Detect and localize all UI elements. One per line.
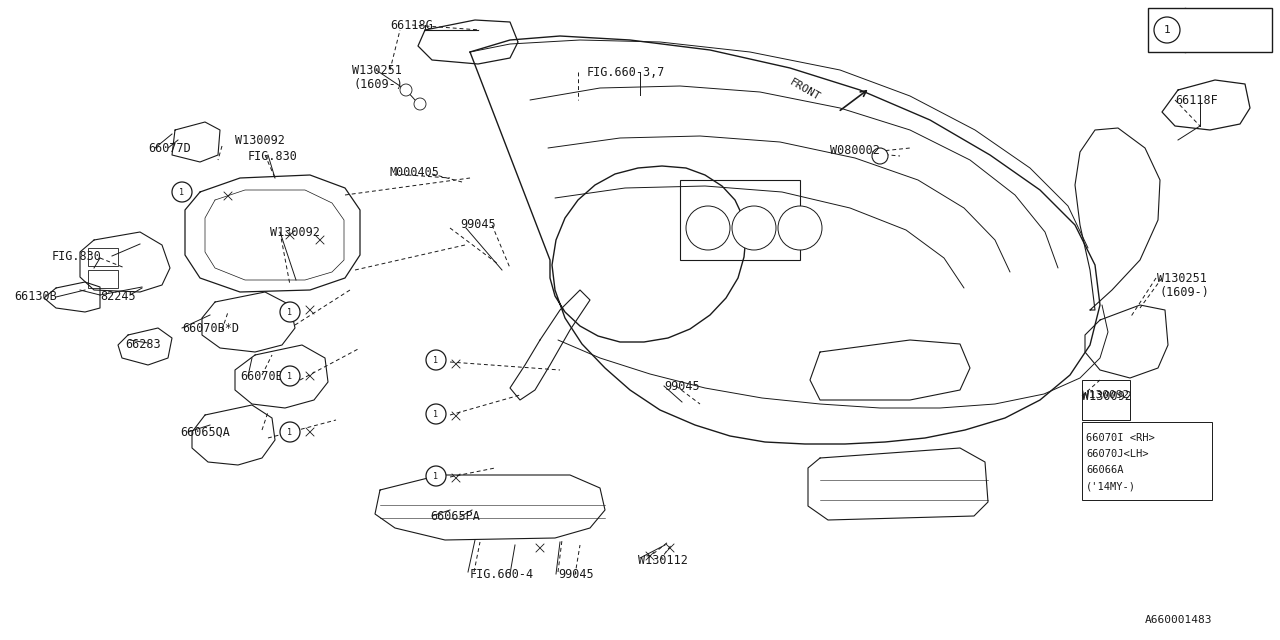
Circle shape	[280, 422, 300, 442]
Text: 66070J<LH>: 66070J<LH>	[1085, 449, 1148, 459]
Text: 1: 1	[434, 355, 439, 365]
Text: 1: 1	[288, 428, 293, 436]
Text: 1: 1	[434, 472, 439, 481]
Text: (1609-): (1609-)	[355, 77, 404, 90]
Circle shape	[872, 148, 888, 164]
Text: FIG.660-4: FIG.660-4	[470, 568, 534, 580]
Circle shape	[426, 404, 445, 424]
Circle shape	[399, 84, 412, 96]
Text: 1: 1	[288, 307, 293, 317]
Circle shape	[413, 98, 426, 110]
Text: FIG.660-3,7: FIG.660-3,7	[588, 65, 666, 79]
Circle shape	[778, 206, 822, 250]
Text: (1609-): (1609-)	[1160, 285, 1210, 298]
Bar	[680, 180, 800, 260]
Text: 1: 1	[179, 188, 184, 196]
Text: ('14MY-): ('14MY-)	[1085, 481, 1137, 491]
Text: 0451S: 0451S	[1210, 24, 1247, 36]
Circle shape	[280, 302, 300, 322]
Text: 1: 1	[288, 371, 293, 381]
Bar	[88, 248, 118, 266]
Text: 66070B*B: 66070B*B	[241, 369, 297, 383]
Text: W130092: W130092	[270, 225, 320, 239]
Circle shape	[1155, 17, 1180, 43]
Text: FIG.830: FIG.830	[248, 150, 298, 163]
Bar	[88, 270, 118, 288]
Text: 1: 1	[1164, 25, 1170, 35]
Text: 66283: 66283	[125, 337, 160, 351]
Circle shape	[426, 350, 445, 370]
Text: 99045: 99045	[664, 380, 700, 392]
Text: 99045: 99045	[558, 568, 594, 580]
Text: FIG.830: FIG.830	[52, 250, 102, 262]
Circle shape	[172, 182, 192, 202]
Text: 82245: 82245	[100, 289, 136, 303]
Text: 66065QA: 66065QA	[180, 426, 230, 438]
Text: M000405: M000405	[390, 166, 440, 179]
Circle shape	[732, 206, 776, 250]
Text: 66070B*D: 66070B*D	[182, 321, 239, 335]
Text: 1: 1	[434, 410, 439, 419]
Bar	[1082, 422, 1212, 500]
Text: 99045: 99045	[460, 218, 495, 230]
Text: W130092: W130092	[1082, 390, 1129, 400]
Text: 66118G: 66118G	[390, 19, 433, 31]
Text: 66077D: 66077D	[148, 141, 191, 154]
Text: 66065PA: 66065PA	[430, 509, 480, 522]
Text: W130251: W130251	[1157, 271, 1207, 285]
Text: 66130B: 66130B	[14, 289, 56, 303]
Text: 66118F: 66118F	[1175, 93, 1217, 106]
Text: A660001483: A660001483	[1146, 615, 1212, 625]
Text: W130112: W130112	[637, 554, 687, 566]
Text: W130092: W130092	[1082, 390, 1132, 403]
Text: 66066A: 66066A	[1085, 465, 1124, 475]
Circle shape	[280, 366, 300, 386]
Bar	[1148, 8, 1272, 52]
Circle shape	[426, 466, 445, 486]
Text: W080002: W080002	[829, 143, 879, 157]
Text: FRONT: FRONT	[788, 77, 822, 103]
Text: W130092: W130092	[236, 134, 285, 147]
Circle shape	[686, 206, 730, 250]
Bar	[1082, 380, 1130, 420]
Text: W130251: W130251	[352, 63, 402, 77]
Text: 66070I <RH>: 66070I <RH>	[1085, 433, 1155, 443]
